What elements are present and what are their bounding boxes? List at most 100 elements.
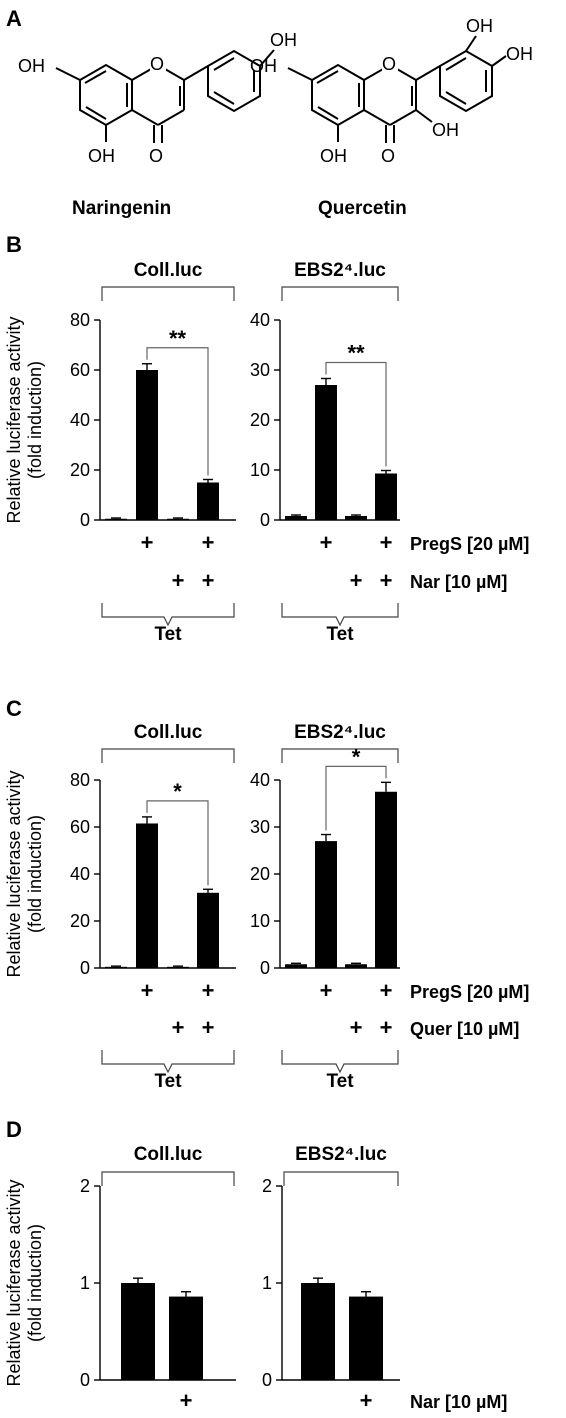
quercetin-oh-left: OH (250, 56, 277, 76)
treatment-mark: + (202, 530, 215, 555)
bar (197, 892, 219, 968)
naringenin-oh-top: OH (270, 30, 297, 50)
quercetin-name: Quercetin (318, 198, 407, 219)
chart-b-coll: Coll.luc 0 20 40 60 80 Relative luciferase act… (4, 260, 529, 645)
y-tick-label: 30 (250, 817, 270, 837)
group-brace (101, 1050, 235, 1074)
chart-title: Coll.luc (134, 1144, 203, 1165)
bar (136, 823, 158, 968)
naringenin-ring-o: O (150, 54, 164, 74)
y-axis-label: Relative luciferase activity (4, 316, 24, 523)
treatment-row-label: PregS [20 µM] (410, 534, 529, 554)
bar (345, 964, 367, 968)
y-tick-label: 40 (70, 864, 90, 884)
title-bracket (101, 1171, 235, 1186)
significance-label: * (352, 744, 361, 769)
title-bracket (281, 286, 399, 301)
y-tick-label: 40 (70, 410, 90, 430)
chart-title: EBS2⁴.luc (294, 722, 386, 743)
bar (167, 518, 189, 521)
treatment-row-label: Nar [10 µM] (410, 1392, 507, 1412)
bar (197, 482, 219, 520)
naringenin-keto-o: O (149, 146, 163, 166)
y-tick-label: 1 (80, 1273, 90, 1293)
title-bracket (281, 748, 399, 763)
y-tick-label: 0 (80, 958, 90, 978)
bar (375, 473, 397, 520)
title-bracket (101, 286, 235, 301)
group-brace (281, 1050, 399, 1074)
bar (105, 966, 127, 969)
bar (285, 516, 307, 520)
y-tick-label: 20 (250, 410, 270, 430)
y-tick-label: 0 (80, 1370, 90, 1390)
title-bracket (283, 1171, 399, 1186)
y-tick-label: 2 (80, 1176, 90, 1196)
chart-d-coll: Coll.luc 0 1 2 Relative luciferase activity(… (4, 1144, 507, 1413)
treatment-mark: + (380, 568, 393, 593)
chart-title: Coll.luc (134, 722, 203, 743)
y-tick-label: 40 (250, 770, 270, 790)
y-tick-label: 10 (250, 460, 270, 480)
bar (301, 1283, 335, 1380)
chart-title: EBS2⁴.luc (294, 260, 386, 281)
treatment-row-label: Quer [10 µM] (410, 1019, 519, 1039)
y-tick-label: 20 (70, 460, 90, 480)
chart-title: EBS2⁴.luc (295, 1144, 387, 1165)
y-tick-label: 80 (70, 310, 90, 330)
quercetin-oh-top: OH (466, 16, 493, 36)
y-tick-label: 20 (70, 911, 90, 931)
y-tick-label: 60 (70, 360, 90, 380)
panel-label-d: D (6, 1117, 22, 1142)
chart-c-coll: Coll.luc 0 20 40 60 80 Relative luciferase act… (4, 722, 529, 1092)
y-tick-label: 2 (262, 1176, 272, 1196)
treatment-row-label: PregS [20 µM] (410, 982, 529, 1002)
y-axis-label: Relative luciferase activity (4, 1179, 24, 1386)
y-axis-label: (fold induction) (25, 815, 45, 933)
bar (315, 841, 337, 968)
treatment-mark: + (172, 568, 185, 593)
y-tick-label: 20 (250, 864, 270, 884)
significance-bracket (146, 800, 209, 886)
group-brace (281, 603, 399, 627)
y-tick-label: 0 (80, 510, 90, 530)
panel-label-c: C (6, 696, 22, 721)
bar (285, 964, 307, 968)
y-tick-label: 0 (262, 1370, 272, 1390)
y-axis-label: (fold induction) (25, 361, 45, 479)
naringenin-name: Naringenin (72, 198, 171, 219)
quercetin-oh-bottom: OH (320, 146, 347, 166)
group-label: Tet (326, 1071, 354, 1092)
y-axis-label: (fold induction) (25, 1224, 45, 1342)
y-tick-label: 0 (260, 958, 270, 978)
naringenin-oh-left: OH (18, 56, 45, 76)
panel-label-b: B (6, 232, 22, 257)
y-tick-label: 0 (260, 510, 270, 530)
treatment-mark: + (320, 530, 333, 555)
treatment-mark: + (380, 978, 393, 1003)
quercetin-oh-top2: OH (506, 44, 533, 64)
panel-label-a: A (6, 6, 22, 31)
y-tick-label: 30 (250, 360, 270, 380)
treatment-mark: + (141, 530, 154, 555)
treatment-mark: + (360, 1388, 373, 1413)
treatment-mark: + (202, 568, 215, 593)
bar (136, 370, 158, 520)
bar (169, 1296, 203, 1380)
treatment-mark: + (350, 1015, 363, 1040)
group-brace (101, 603, 235, 627)
chart-c-ebs: EBS2⁴.luc 0 10 20 30 40 * + + + + Tet (250, 722, 400, 1092)
treatment-mark: + (172, 1015, 185, 1040)
y-tick-label: 40 (250, 310, 270, 330)
treatment-mark: + (320, 978, 333, 1003)
significance-label: * (173, 779, 182, 804)
treatment-mark: + (141, 978, 154, 1003)
quercetin-ring-o: O (382, 54, 396, 74)
naringenin-atoms: O OH OH OH O (18, 30, 297, 166)
group-label: Tet (326, 624, 354, 645)
significance-label: ** (347, 341, 365, 366)
bar (349, 1296, 383, 1380)
chart-d-ebs: EBS2⁴.luc 0 1 2 + (262, 1144, 400, 1413)
